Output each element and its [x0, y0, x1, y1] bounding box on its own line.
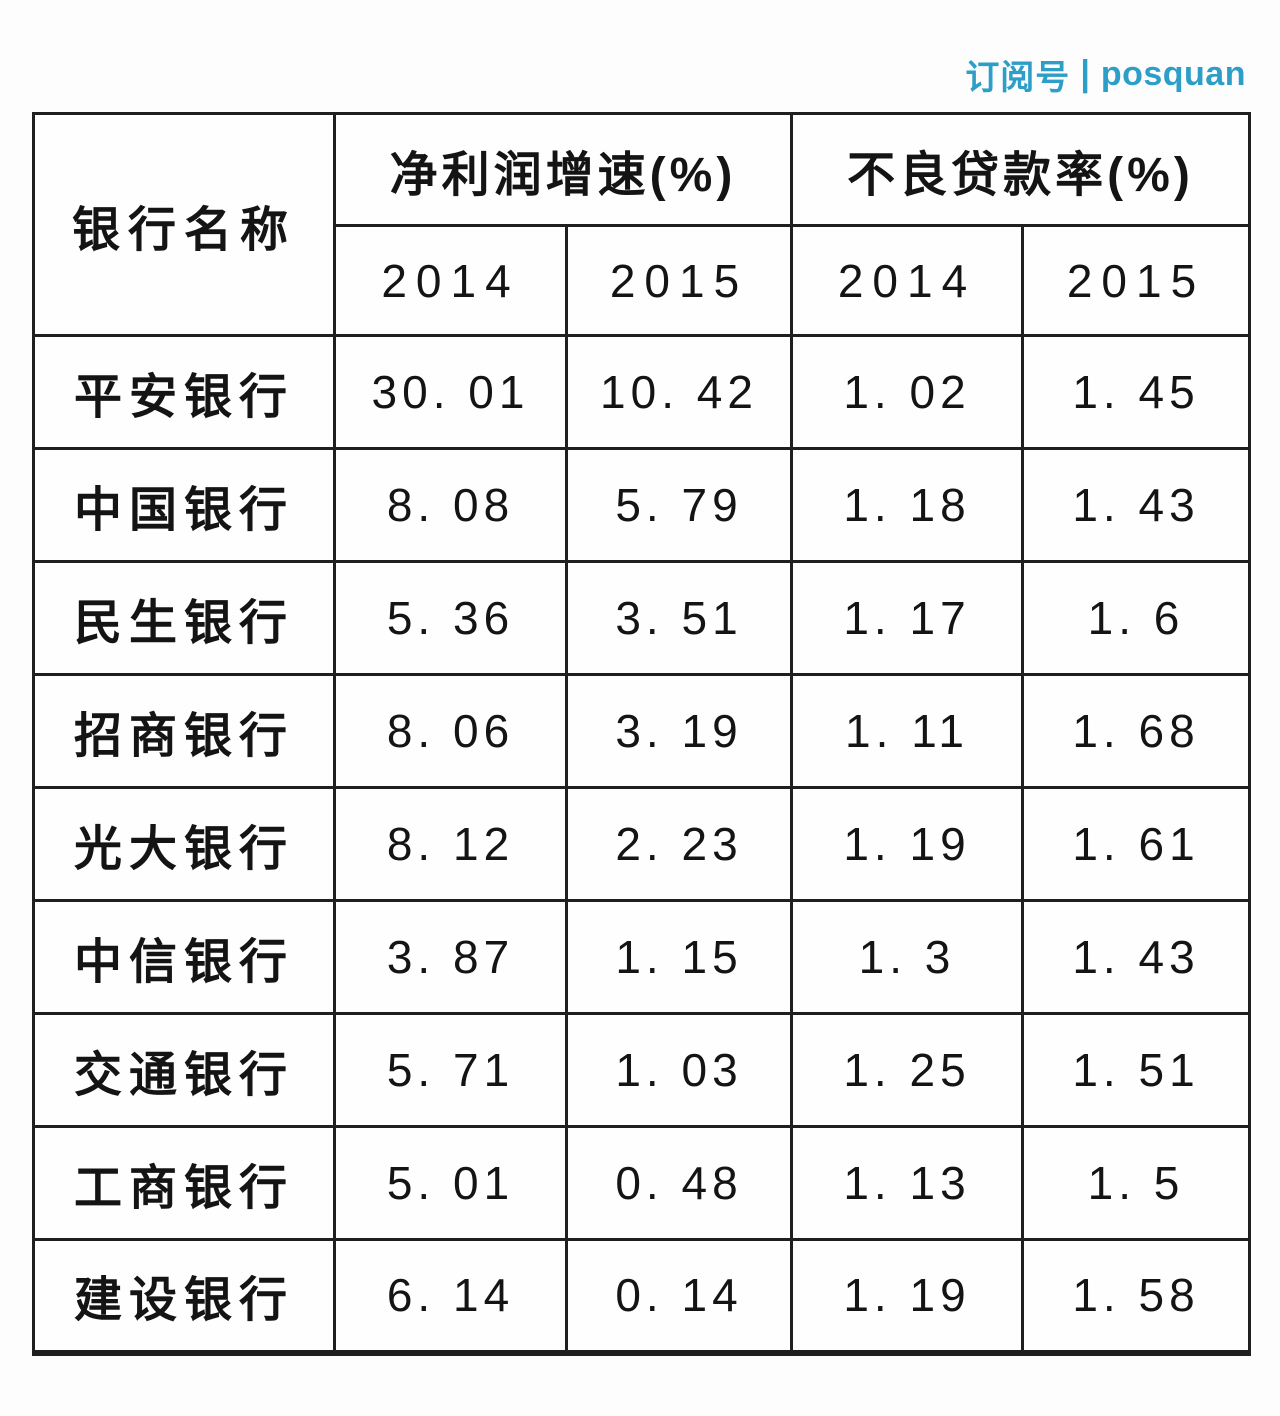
npl-2015-cell: 1. 68	[1021, 673, 1251, 789]
npl-2015-cell: 1. 43	[1021, 447, 1251, 563]
bank-name-cell: 工商银行	[32, 1125, 336, 1241]
npl-2015-cell: 1. 43	[1021, 899, 1251, 1015]
publisher-logo-divider: |	[1080, 54, 1091, 94]
table-body: 平安银行 30. 01 10. 42 1. 02 1. 45 中国银行 8. 0…	[32, 334, 1251, 1356]
np-2015-cell: 0. 14	[565, 1238, 793, 1356]
bank-name-cell: 平安银行	[32, 334, 336, 450]
npl-2014-cell: 1. 19	[790, 786, 1024, 902]
column-group-net-profit-growth: 净利润增速(%)	[333, 112, 793, 227]
table-row: 民生银行 5. 36 3. 51 1. 17 1. 6	[32, 560, 1251, 676]
npl-2015-cell: 1. 58	[1021, 1238, 1251, 1356]
np-2014-cell: 30. 01	[333, 334, 568, 450]
bank-name-cell: 民生银行	[32, 560, 336, 676]
np-2015-cell: 10. 42	[565, 334, 793, 450]
npl-2014-cell: 1. 3	[790, 899, 1024, 1015]
npl-2014-cell: 1. 02	[790, 334, 1024, 450]
npl-2015-cell: 1. 45	[1021, 334, 1251, 450]
column-header-year-np-2015: 2015	[565, 224, 793, 337]
np-2015-cell: 2. 23	[565, 786, 793, 902]
column-header-year-npl-2015: 2015	[1021, 224, 1251, 337]
np-2015-cell: 1. 15	[565, 899, 793, 1015]
npl-2014-cell: 1. 25	[790, 1012, 1024, 1128]
npl-2014-cell: 1. 17	[790, 560, 1024, 676]
np-2015-cell: 3. 51	[565, 560, 793, 676]
table-header-group-row: 银行名称 净利润增速(%) 不良贷款率(%)	[32, 112, 1251, 337]
np-2014-cell: 6. 14	[333, 1238, 568, 1356]
bank-comparison-table: 银行名称 净利润增速(%) 不良贷款率(%) 2014 2015 2014 20…	[32, 112, 1251, 1356]
npl-2014-cell: 1. 18	[790, 447, 1024, 563]
np-2014-cell: 5. 01	[333, 1125, 568, 1241]
np-2014-cell: 5. 71	[333, 1012, 568, 1128]
table-header-year-row: 2014 2015 2014 2015	[34, 224, 1251, 337]
npl-2014-cell: 1. 19	[790, 1238, 1024, 1356]
np-2014-cell: 3. 87	[333, 899, 568, 1015]
bank-name-cell: 招商银行	[32, 673, 336, 789]
np-2014-cell: 8. 12	[333, 786, 568, 902]
npl-2015-cell: 1. 51	[1021, 1012, 1251, 1128]
column-header-year-np-2014: 2014	[333, 224, 568, 337]
column-header-year-npl-2014: 2014	[790, 224, 1024, 337]
table-row: 招商银行 8. 06 3. 19 1. 11 1. 68	[32, 673, 1251, 789]
publisher-logo: 订阅号 | posquan	[965, 50, 1246, 99]
npl-2014-cell: 1. 11	[790, 673, 1024, 789]
bank-name-cell: 建设银行	[32, 1238, 336, 1356]
npl-2015-cell: 1. 61	[1021, 786, 1251, 902]
np-2014-cell: 8. 06	[333, 673, 568, 789]
np-2015-cell: 1. 03	[565, 1012, 793, 1128]
np-2015-cell: 3. 19	[565, 673, 793, 789]
bank-name-cell: 中国银行	[32, 447, 336, 563]
npl-2015-cell: 1. 6	[1021, 560, 1251, 676]
np-2015-cell: 5. 79	[565, 447, 793, 563]
npl-2014-cell: 1. 13	[790, 1125, 1024, 1241]
table-row: 建设银行 6. 14 0. 14 1. 19 1. 58	[32, 1238, 1251, 1356]
np-2014-cell: 5. 36	[333, 560, 568, 676]
table-row: 中信银行 3. 87 1. 15 1. 3 1. 43	[32, 899, 1251, 1015]
publisher-logo-en: posquan	[1100, 55, 1246, 93]
npl-2015-cell: 1. 5	[1021, 1125, 1251, 1241]
column-group-npl-ratio: 不良贷款率(%)	[790, 112, 1251, 227]
publisher-logo-cn: 订阅号	[965, 59, 1071, 97]
np-2014-cell: 8. 08	[333, 447, 568, 563]
table-row: 光大银行 8. 12 2. 23 1. 19 1. 61	[32, 786, 1251, 902]
table-row: 中国银行 8. 08 5. 79 1. 18 1. 43	[32, 447, 1251, 563]
table-row: 交通银行 5. 71 1. 03 1. 25 1. 51	[32, 1012, 1251, 1128]
column-header-bank-name: 银行名称	[32, 112, 336, 337]
table-row: 工商银行 5. 01 0. 48 1. 13 1. 5	[32, 1125, 1251, 1241]
np-2015-cell: 0. 48	[565, 1125, 793, 1241]
table-row: 平安银行 30. 01 10. 42 1. 02 1. 45	[32, 334, 1251, 450]
bank-name-cell: 交通银行	[32, 1012, 336, 1128]
bank-name-cell: 光大银行	[32, 786, 336, 902]
bank-name-cell: 中信银行	[32, 899, 336, 1015]
